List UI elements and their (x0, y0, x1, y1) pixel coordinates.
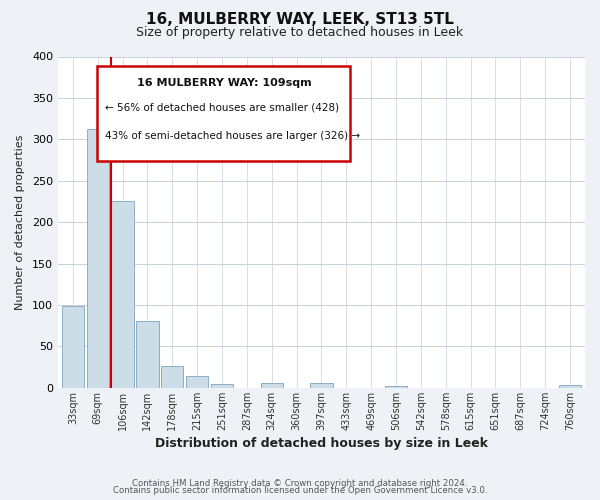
Bar (136, 321, 158, 388)
Text: Contains HM Land Registry data © Crown copyright and database right 2024.: Contains HM Land Registry data © Crown c… (132, 478, 468, 488)
Bar (161, 366, 184, 388)
Text: 43% of semi-detached houses are larger (326) →: 43% of semi-detached houses are larger (… (106, 131, 361, 141)
Bar (559, 384, 581, 388)
FancyBboxPatch shape (97, 66, 350, 161)
Bar (86, 128, 109, 388)
Bar (211, 384, 233, 388)
Bar (186, 376, 208, 388)
Bar (112, 202, 134, 388)
Text: 16, MULBERRY WAY, LEEK, ST13 5TL: 16, MULBERRY WAY, LEEK, ST13 5TL (146, 12, 454, 28)
Text: 16 MULBERRY WAY: 109sqm: 16 MULBERRY WAY: 109sqm (137, 78, 311, 88)
Text: Size of property relative to detached houses in Leek: Size of property relative to detached ho… (136, 26, 464, 39)
Bar (385, 386, 407, 388)
Text: Contains public sector information licensed under the Open Government Licence v3: Contains public sector information licen… (113, 486, 487, 495)
Text: ← 56% of detached houses are smaller (428): ← 56% of detached houses are smaller (42… (106, 103, 340, 113)
Bar (62, 306, 84, 388)
Y-axis label: Number of detached properties: Number of detached properties (15, 134, 25, 310)
Bar (260, 383, 283, 388)
X-axis label: Distribution of detached houses by size in Leek: Distribution of detached houses by size … (155, 437, 488, 450)
Bar (310, 383, 332, 388)
